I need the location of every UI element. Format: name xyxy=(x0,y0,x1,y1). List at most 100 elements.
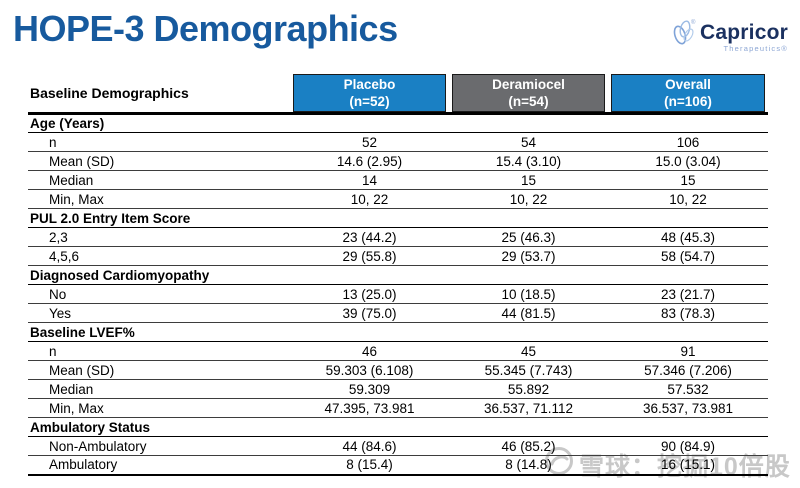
cell-value: 15 xyxy=(680,172,696,188)
table-row: Median 14 15 15 xyxy=(28,171,768,190)
cell-value: 44 (84.6) xyxy=(342,438,397,454)
table-body: Age (Years) n 52 54 106 Mean (SD) 14.6 (2.95) 1… xyxy=(28,114,768,475)
row-label: Yes xyxy=(49,305,72,321)
xueqiu-watermark: 雪球：挖掘10倍股 xyxy=(544,446,791,483)
capricor-cells-icon: ® xyxy=(671,16,698,53)
cell-value: 83 (78.3) xyxy=(660,305,716,321)
cell-value: 47.395, 73.981 xyxy=(324,400,415,416)
cell-value: 59.303 (6.108) xyxy=(325,362,414,378)
cell-value: 45 xyxy=(520,343,537,359)
cell-value: 55.345 (7.743) xyxy=(484,362,573,378)
column-header-placebo: Placebo (n=52) xyxy=(290,74,449,114)
row-label: 2,3 xyxy=(49,229,68,245)
cell-value: 39 (75.0) xyxy=(342,305,397,321)
cell-value: 90 (84.9) xyxy=(660,438,716,454)
logo-subtitle: Therapeutics® xyxy=(723,44,788,53)
table-row: Yes 39 (75.0) 44 (81.5) 83 (78.3) xyxy=(28,304,768,323)
table-row: 4,5,6 29 (55.8) 29 (53.7) 58 (54.7) xyxy=(28,247,768,266)
capricor-logo-text: Capricor Therapeutics® xyxy=(700,21,788,53)
table-header-row: Baseline Demographics Placebo (n=52) Der… xyxy=(28,74,768,114)
column-n: (n=52) xyxy=(349,94,390,109)
cell-value: 14 xyxy=(361,172,378,188)
section-header: Ambulatory Status xyxy=(30,419,151,435)
cell-value: 10, 22 xyxy=(350,191,389,207)
cell-value: 54 xyxy=(520,134,537,150)
section-header-row: Diagnosed Cardiomyopathy xyxy=(28,266,768,285)
cell-value: 29 (53.7) xyxy=(501,248,556,264)
row-label: n xyxy=(49,134,57,150)
cell-value: 15 xyxy=(520,172,537,188)
cell-value: 52 xyxy=(361,134,378,150)
cell-value: 29 (55.8) xyxy=(342,248,397,264)
section-header-row: Age (Years) xyxy=(28,114,768,133)
column-header-overall: Overall (n=106) xyxy=(608,74,768,114)
section-header-row: PUL 2.0 Entry Item Score xyxy=(28,209,768,228)
row-label: Median xyxy=(49,381,94,397)
column-label: Deramiocel xyxy=(492,77,565,92)
cell-value: 36.537, 71.112 xyxy=(483,400,574,416)
table-row: Min, Max 47.395, 73.981 36.537, 71.112 36.5… xyxy=(28,399,768,418)
section-header: Baseline LVEF% xyxy=(30,324,135,340)
row-label: No xyxy=(49,286,67,302)
cell-value: 10, 22 xyxy=(509,191,548,207)
row-label: Min, Max xyxy=(49,191,104,207)
cell-value: 14.6 (2.95) xyxy=(336,153,403,169)
table-row: n 52 54 106 xyxy=(28,133,768,152)
column-n: (n=54) xyxy=(508,94,549,109)
table-row: No 13 (25.0) 10 (18.5) 23 (21.7) xyxy=(28,285,768,304)
column-n: (n=106) xyxy=(664,94,712,109)
table-row: 2,3 23 (44.2) 25 (46.3) 48 (45.3) xyxy=(28,228,768,247)
cell-value: 23 (44.2) xyxy=(342,229,397,245)
table-row: n 46 45 91 xyxy=(28,342,768,361)
cell-value: 15.0 (3.04) xyxy=(655,153,721,169)
table-row: Ambulatory 8 (15.4) 8 (14.8) 16 (15.1) xyxy=(28,456,768,475)
cell-value: 25 (46.3) xyxy=(501,229,556,245)
capricor-logo: ® Capricor Therapeutics® xyxy=(671,16,788,53)
column-label: Placebo xyxy=(343,77,396,92)
cell-value: 106 xyxy=(676,134,700,150)
cell-value: 10, 22 xyxy=(669,191,707,207)
cell-value: 57.346 (7.206) xyxy=(644,362,732,378)
table-row: Median 59.309 55.892 57.532 xyxy=(28,380,768,399)
cell-value: 13 (25.0) xyxy=(342,286,397,302)
table-label-header: Baseline Demographics xyxy=(30,85,189,101)
cell-value: 48 (45.3) xyxy=(660,229,716,245)
row-label: n xyxy=(49,343,57,359)
column-label: Overall xyxy=(665,77,711,92)
svg-text:®: ® xyxy=(691,19,696,26)
cell-value: 91 xyxy=(680,343,696,359)
row-label: Mean (SD) xyxy=(49,362,115,378)
xueqiu-snowball-icon xyxy=(544,446,574,483)
section-header: Age (Years) xyxy=(30,116,105,131)
table-row: Non-Ambulatory 44 (84.6) 46 (85.2) 90 (84.9… xyxy=(28,437,768,456)
page-title: HOPE-3 Demographics xyxy=(13,8,398,49)
cell-value: 10 (18.5) xyxy=(501,286,556,302)
cell-value: 8 (15.4) xyxy=(346,457,393,473)
cell-value: 59.309 xyxy=(348,381,391,397)
cell-value: 8 (14.8) xyxy=(505,457,552,473)
demographics-table: Baseline Demographics Placebo (n=52) Der… xyxy=(28,74,768,476)
row-label: 4,5,6 xyxy=(49,248,80,264)
cell-value: 58 (54.7) xyxy=(660,248,716,264)
row-label: Median xyxy=(49,172,94,188)
column-header-deramiocel: Deramiocel (n=54) xyxy=(449,74,608,114)
table-row: Mean (SD) 59.303 (6.108) 55.345 (7.743) 57.… xyxy=(28,361,768,380)
row-label: Mean (SD) xyxy=(49,153,115,169)
row-label: Ambulatory xyxy=(49,457,118,473)
cell-value: 15.4 (3.10) xyxy=(495,153,562,169)
cell-value: 44 (81.5) xyxy=(501,305,556,321)
row-label: Min, Max xyxy=(49,400,104,416)
cell-value: 55.892 xyxy=(507,381,550,397)
cell-value: 46 xyxy=(361,343,378,359)
table-row: Mean (SD) 14.6 (2.95) 15.4 (3.10) 15.0 (3.0… xyxy=(28,152,768,171)
section-header: PUL 2.0 Entry Item Score xyxy=(30,210,191,226)
cell-value: 46 (85.2) xyxy=(501,438,556,454)
logo-name: Capricor xyxy=(700,21,788,44)
cell-value: 23 (21.7) xyxy=(660,286,716,302)
table-row: Min, Max 10, 22 10, 22 10, 22 xyxy=(28,190,768,209)
row-label: Non-Ambulatory xyxy=(49,438,147,454)
cell-value: 36.537, 73.981 xyxy=(642,400,734,416)
section-header-row: Ambulatory Status xyxy=(28,418,768,437)
section-header-row: Baseline LVEF% xyxy=(28,323,768,342)
section-header: Diagnosed Cardiomyopathy xyxy=(30,267,210,283)
